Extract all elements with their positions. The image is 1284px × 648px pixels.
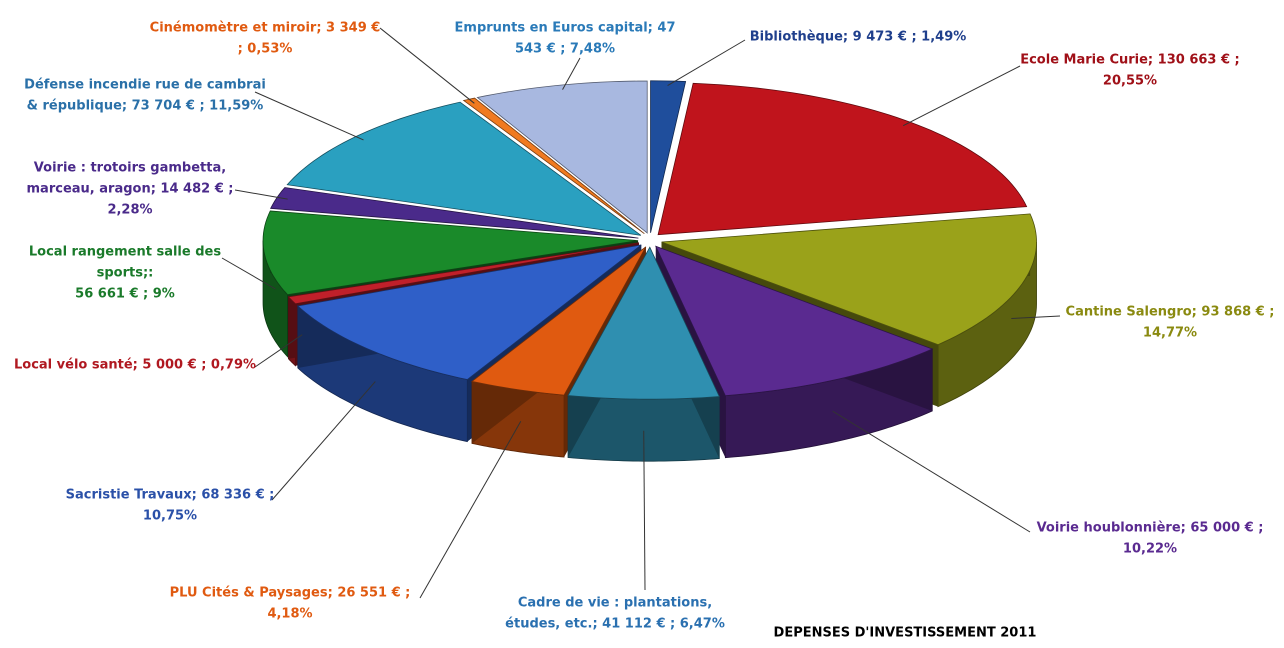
slice xyxy=(661,213,1037,346)
slice-label: 4,18% xyxy=(267,607,312,622)
leader-line xyxy=(1011,315,1061,320)
slice xyxy=(471,246,647,396)
chart-title: DEPENSES D'INVESTISSEMENT 2011 xyxy=(774,626,1037,641)
leader-line xyxy=(902,65,1021,127)
slice xyxy=(269,187,639,239)
slice-label: Voirie : trotoirs gambetta, xyxy=(34,161,226,176)
slice-label: 2,28% xyxy=(107,203,152,218)
slice-label: PLU Cités & Paysages; 26 551 € ; xyxy=(170,586,411,601)
slice-label: 56 661 € ; 9% xyxy=(75,287,175,302)
slice-label: 10,75% xyxy=(143,509,197,524)
slice xyxy=(476,80,648,234)
slice-label: Sacristie Travaux; 68 336 € ; xyxy=(66,488,275,503)
slice-label: marceau, aragon; 14 482 € ; xyxy=(27,182,234,197)
slice-label: sports;: xyxy=(97,266,154,281)
slice xyxy=(567,246,720,400)
leader-line xyxy=(254,334,303,368)
slice xyxy=(655,245,934,397)
slice-label: Défense incendie rue de cambrai xyxy=(24,78,266,93)
slice xyxy=(262,210,639,296)
slice-label: Cantine Salengro; 93 868 € ; xyxy=(1066,305,1275,320)
slice xyxy=(650,80,687,233)
slice-label: Ecole Marie Curie; 130 663 € ; xyxy=(1020,53,1240,68)
slice-label: Emprunts en Euros capital; 47 xyxy=(455,21,676,36)
slice xyxy=(657,82,1028,236)
slice-label: 20,55% xyxy=(1103,74,1157,89)
leader-line xyxy=(234,189,288,200)
slice-label: Cadre de vie : plantations, xyxy=(518,596,712,611)
leader-line xyxy=(643,430,646,591)
slice-label: 10,22% xyxy=(1123,542,1177,557)
leader-line xyxy=(271,381,376,501)
slice xyxy=(296,244,642,381)
leader-line xyxy=(254,91,364,141)
slice-label: Local rangement salle des xyxy=(29,245,221,260)
slice-label: Local vélo santé; 5 000 € ; 0,79% xyxy=(14,358,256,373)
leader-line xyxy=(419,421,522,599)
slice-label: 543 € ; 7,48% xyxy=(515,42,615,57)
leader-line xyxy=(667,39,746,86)
slice-label: & république; 73 704 € ; 11,59% xyxy=(27,99,264,114)
slice xyxy=(286,101,642,236)
slice-label: études, etc.; 41 112 € ; 6,47% xyxy=(505,617,725,632)
slice-label: Voirie houblonnière; 65 000 € ; xyxy=(1037,521,1264,536)
slice-label: ; 0,53% xyxy=(238,42,293,57)
slice xyxy=(287,242,639,305)
leader-line xyxy=(221,257,276,290)
leader-line xyxy=(562,57,581,90)
slice-label: Cinémomètre et miroir; 3 349 € xyxy=(150,21,381,36)
slice-label: 14,77% xyxy=(1143,326,1197,341)
leader-line xyxy=(379,27,475,104)
leader-line xyxy=(832,410,1031,533)
slice-label: Bibliothèque; 9 473 € ; 1,49% xyxy=(750,30,967,45)
